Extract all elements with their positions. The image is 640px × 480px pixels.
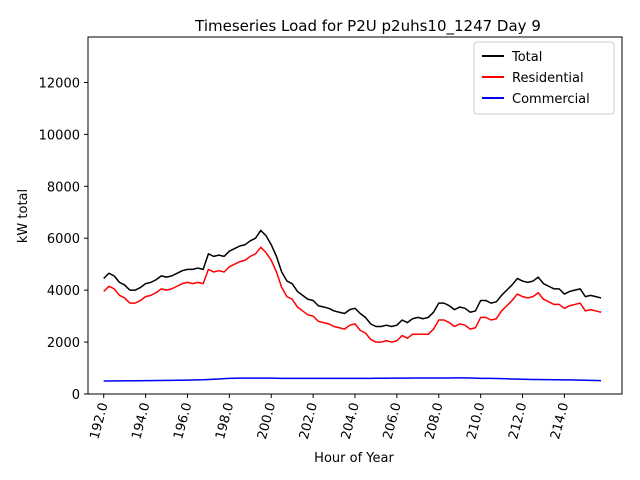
x-tick-label: 202.0 bbox=[297, 401, 321, 441]
y-axis: 0 2000 4000 6000 8000 10000 12000 bbox=[39, 76, 88, 403]
legend-box bbox=[473, 41, 615, 115]
x-tick-label: 200.0 bbox=[255, 401, 279, 441]
y-tick-label: 4000 bbox=[47, 284, 80, 299]
y-tick-label: 8000 bbox=[47, 180, 80, 195]
y-tick-label: 6000 bbox=[47, 232, 80, 247]
legend-items: Total Residential Commercial bbox=[482, 50, 590, 107]
x-tick-label: 208.0 bbox=[423, 401, 447, 441]
legend-label-total: Total bbox=[511, 50, 542, 65]
y-tick-label: 10000 bbox=[39, 128, 80, 143]
x-tick-label: 212.0 bbox=[506, 401, 530, 441]
y-tick-label: 2000 bbox=[47, 336, 80, 351]
x-tick-label: 210.0 bbox=[464, 401, 488, 441]
x-tick-label: 192.0 bbox=[87, 401, 111, 441]
y-tick-label: 0 bbox=[72, 388, 80, 403]
legend-label-residential: Residential bbox=[512, 71, 584, 86]
series-line-commercial bbox=[103, 377, 602, 382]
x-tick-label: 196.0 bbox=[171, 401, 195, 441]
series-layer bbox=[103, 229, 602, 382]
legend-label-commercial: Commercial bbox=[512, 92, 590, 107]
x-tick-label: 206.0 bbox=[381, 401, 405, 441]
legend: Total Residential Commercial bbox=[473, 41, 615, 115]
series-line-residential bbox=[103, 246, 602, 343]
x-tick-label: 194.0 bbox=[129, 401, 153, 441]
x-tick-label: 198.0 bbox=[213, 401, 237, 441]
y-axis-label: kW total bbox=[16, 189, 31, 243]
x-axis-label: Hour of Year bbox=[314, 451, 394, 466]
x-tick-label: 214.0 bbox=[548, 401, 572, 441]
series-line-total bbox=[103, 229, 602, 328]
x-axis: 192.0 194.0 196.0 198.0 200.0 202.0 204.0 206.0… bbox=[87, 394, 572, 441]
y-tick-label: 12000 bbox=[39, 76, 80, 91]
x-tick-label: 204.0 bbox=[339, 401, 363, 441]
chart-title: Timeseries Load for P2U p2uhs10_1247 Day… bbox=[194, 17, 541, 36]
